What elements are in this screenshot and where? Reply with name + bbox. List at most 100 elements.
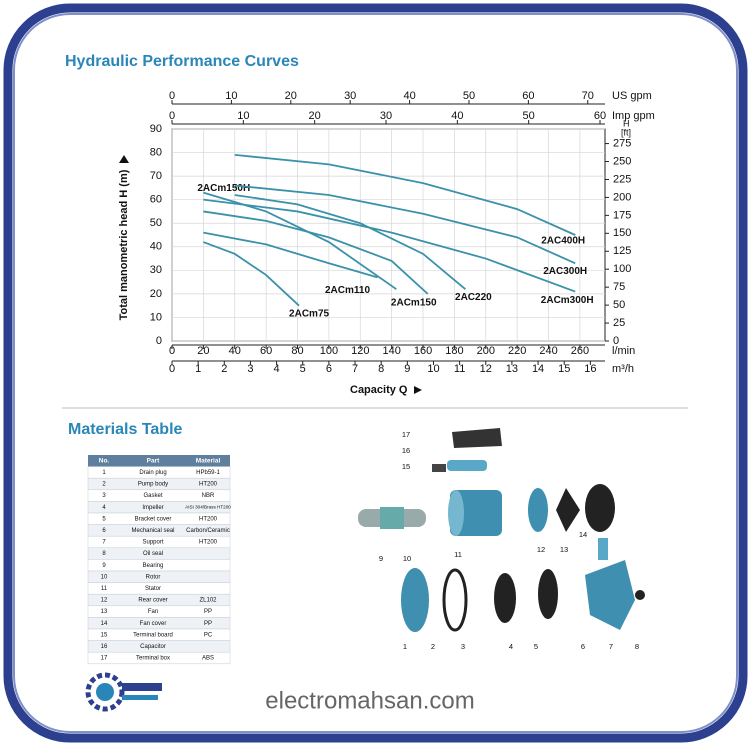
x-tick-label: 60 xyxy=(260,345,272,357)
curve-label: 2ACm150H xyxy=(197,183,250,194)
callout: 9 xyxy=(379,554,383,563)
table-cell: NBR xyxy=(202,493,215,499)
table-cell: Fan xyxy=(148,609,158,615)
table-cell: HT200 xyxy=(199,540,218,546)
exploded-drawing xyxy=(358,428,645,632)
table-cell: 5 xyxy=(102,516,106,522)
y2-tick-label: 0 xyxy=(613,335,619,347)
table-cell: 10 xyxy=(101,574,108,580)
curve xyxy=(234,194,466,290)
table-cell: HT200 xyxy=(199,516,218,522)
x-tick-label: 40 xyxy=(403,90,415,102)
curve xyxy=(203,191,397,290)
table-cell: 12 xyxy=(101,598,108,604)
x-tick-label: 20 xyxy=(285,90,297,102)
callout: 13 xyxy=(560,545,568,554)
x-tick-label: 10 xyxy=(237,110,249,122)
y-tick-label: 80 xyxy=(150,146,162,158)
x-tick-label: 60 xyxy=(594,110,606,122)
x-tick-label: 3 xyxy=(247,363,253,375)
curve xyxy=(203,210,429,295)
table-cell: Support xyxy=(142,540,163,546)
x-tick-label: 60 xyxy=(522,90,534,102)
y-tick-label: 0 xyxy=(156,335,162,347)
section-title: Hydraulic Performance Curves xyxy=(65,53,299,70)
table-cell: 6 xyxy=(102,528,106,534)
curve-label: 2AC400H xyxy=(541,236,585,247)
callout: 5 xyxy=(534,642,538,651)
table-cell: 17 xyxy=(101,656,108,662)
callout: 11 xyxy=(454,550,462,559)
y-tick-label: 30 xyxy=(150,264,162,276)
x-axis-title: Capacity Q xyxy=(350,384,408,396)
y-tick-label: 10 xyxy=(150,311,162,323)
table-cell: Rear cover xyxy=(138,598,167,604)
curve-label: 2ACm110 xyxy=(325,285,370,296)
y2-tick-label: 275 xyxy=(613,137,631,149)
x-tick-label: 240 xyxy=(539,345,557,357)
x-tick-label: 40 xyxy=(451,110,463,122)
curve xyxy=(234,184,576,265)
callout: 17 xyxy=(402,430,410,439)
table-header xyxy=(88,455,230,467)
table-cell: ZL102 xyxy=(199,598,217,604)
x-tick-label: 16 xyxy=(584,363,596,375)
callout: 12 xyxy=(537,545,545,554)
y-tick-label: 60 xyxy=(150,194,162,206)
x-tick-label: 6 xyxy=(326,363,332,375)
table-cell: Fan cover xyxy=(140,621,167,627)
table-cell: HPb59-1 xyxy=(196,470,220,476)
y-tick-label: 20 xyxy=(150,288,162,300)
table-header-cell: Material xyxy=(196,458,221,465)
x-tick-label: 50 xyxy=(523,110,535,122)
table-cell: Gasket xyxy=(143,493,162,499)
table-cell: Terminal board xyxy=(133,632,173,638)
y-tick-label: 40 xyxy=(150,241,162,253)
x-tick-label: 0 xyxy=(169,363,175,375)
curve-label: 2ACm300H xyxy=(541,295,594,306)
table-cell: 11 xyxy=(101,586,108,592)
table-cell: 7 xyxy=(102,540,106,546)
website: electromahsan.com xyxy=(265,687,474,714)
x-tick-label: 140 xyxy=(382,345,400,357)
x-tick-label: 220 xyxy=(508,345,526,357)
x-tick-label: 14 xyxy=(532,363,544,375)
y2-tick-label: 100 xyxy=(613,263,631,275)
table-cell: 1 xyxy=(102,470,106,476)
x-tick-label: 80 xyxy=(291,345,303,357)
curve xyxy=(203,231,378,279)
x-tick-label: 8 xyxy=(378,363,384,375)
x-tick-label: 40 xyxy=(229,345,241,357)
section-title: Materials Table xyxy=(68,421,183,438)
y2-tick-label: 50 xyxy=(613,299,625,311)
callout: 1 xyxy=(403,642,407,651)
x-tick-label: 50 xyxy=(463,90,475,102)
arrow xyxy=(119,155,129,163)
x-tick-label: 100 xyxy=(320,345,338,357)
table-cell: 8 xyxy=(102,551,106,557)
callout: 16 xyxy=(402,446,410,455)
table-cell: ABS xyxy=(202,656,214,662)
axis-unit: m³/h xyxy=(612,363,634,375)
table-cell: PC xyxy=(204,632,213,638)
table-cell: Bracket cover xyxy=(135,516,172,522)
callout: 6 xyxy=(581,642,585,651)
logo xyxy=(85,672,162,712)
y2-tick-label: 200 xyxy=(613,191,631,203)
y2-tick-label: 150 xyxy=(613,227,631,239)
callout: 10 xyxy=(403,554,411,563)
x-tick-label: 1 xyxy=(195,363,201,375)
y2-tick-label: 225 xyxy=(613,173,631,185)
curve xyxy=(203,198,576,293)
y2-tick-label: 125 xyxy=(613,245,631,257)
x-tick-label: 120 xyxy=(351,345,369,357)
x-tick-label: 200 xyxy=(477,345,495,357)
x-tick-label: 9 xyxy=(404,363,410,375)
y2-tick-label: 250 xyxy=(613,155,631,167)
table-cell: PP xyxy=(204,621,212,627)
x-tick-label: 13 xyxy=(506,363,518,375)
y-tick-label: 70 xyxy=(150,170,162,182)
curve-label: 2AC300H xyxy=(543,266,587,277)
axis-unit: US gpm xyxy=(612,90,652,102)
